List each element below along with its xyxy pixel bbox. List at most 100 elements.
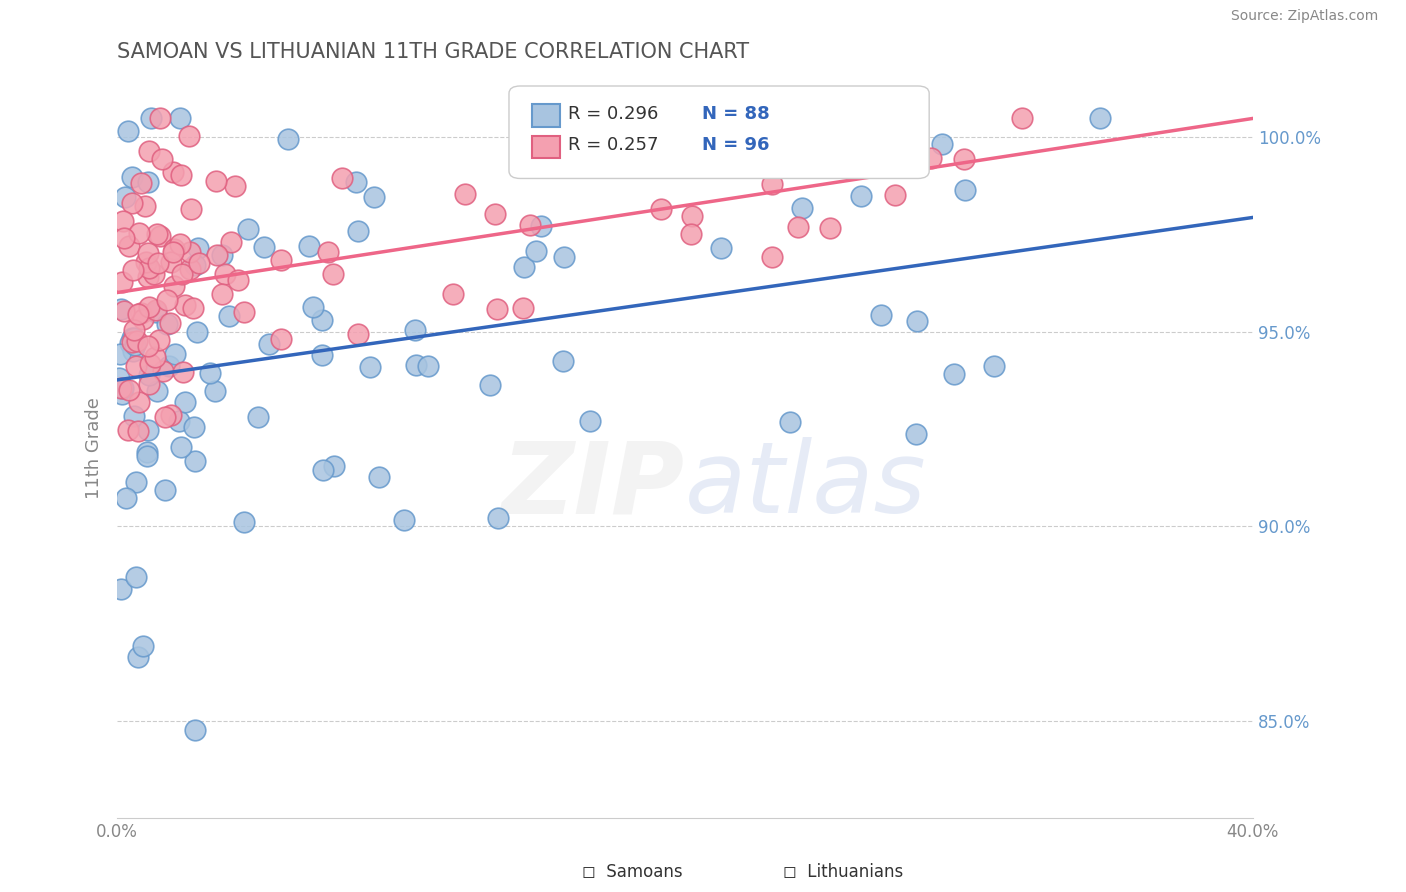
Lithuanians [233, 305, 256, 319]
Samoans [323, 459, 346, 474]
Samoans [167, 414, 190, 428]
Samoans [418, 359, 440, 373]
Samoans [359, 359, 381, 374]
Lithuanians [763, 137, 786, 152]
Lithuanians [145, 227, 167, 242]
Samoans [169, 111, 191, 125]
Samoans [184, 454, 207, 468]
Samoans [953, 184, 976, 198]
Lithuanians [110, 381, 132, 395]
Text: SAMOAN VS LITHUANIAN 11TH GRADE CORRELATION CHART: SAMOAN VS LITHUANIAN 11TH GRADE CORRELAT… [117, 42, 749, 62]
Lithuanians [111, 275, 134, 289]
Lithuanians [128, 226, 150, 240]
FancyBboxPatch shape [531, 104, 560, 127]
Text: ◻  Samoans: ◻ Samoans [582, 863, 683, 881]
Lithuanians [205, 248, 228, 262]
Samoans [368, 470, 391, 484]
Lithuanians [188, 255, 211, 269]
Lithuanians [127, 425, 149, 439]
Lithuanians [163, 278, 186, 293]
Samoans [311, 348, 333, 362]
Lithuanians [155, 410, 177, 425]
Samoans [135, 449, 157, 463]
Samoans [145, 304, 167, 318]
Samoans [302, 300, 325, 314]
Text: N = 96: N = 96 [702, 136, 769, 154]
Lithuanians [318, 244, 340, 259]
Samoans [405, 359, 427, 373]
Text: R = 0.296: R = 0.296 [568, 105, 658, 123]
Lithuanians [149, 111, 172, 125]
Lithuanians [143, 268, 166, 282]
Lithuanians [138, 377, 160, 392]
Samoans [238, 222, 260, 236]
Samoans [792, 201, 814, 215]
Lithuanians [112, 303, 135, 318]
Text: atlas: atlas [685, 437, 927, 534]
Samoans [551, 354, 574, 368]
Lithuanians [179, 128, 201, 143]
Lithuanians [322, 267, 344, 281]
Samoans [187, 241, 209, 255]
Samoans [111, 387, 134, 401]
Lithuanians [707, 156, 730, 170]
Lithuanians [148, 333, 170, 347]
Samoans [311, 463, 333, 477]
Samoans [121, 331, 143, 345]
Samoans [710, 241, 733, 255]
Samoans [117, 123, 139, 137]
Lithuanians [519, 219, 541, 233]
Lithuanians [159, 316, 181, 330]
Text: N = 88: N = 88 [702, 105, 770, 123]
Lithuanians [1011, 111, 1033, 125]
Samoans [169, 440, 191, 454]
Lithuanians [179, 262, 201, 277]
Samoans [183, 419, 205, 434]
Lithuanians [818, 221, 841, 235]
Samoans [135, 445, 157, 459]
Samoans [277, 132, 299, 146]
Samoans [363, 190, 385, 204]
Samoans [114, 190, 136, 204]
Lithuanians [159, 408, 181, 422]
Samoans [259, 337, 281, 351]
Samoans [157, 359, 180, 373]
Lithuanians [441, 287, 464, 301]
Samoans [851, 189, 873, 203]
Samoans [184, 258, 207, 272]
Lithuanians [330, 171, 353, 186]
Samoans [110, 302, 132, 317]
Lithuanians [122, 263, 145, 277]
Lithuanians [127, 308, 149, 322]
Samoans [125, 570, 148, 584]
Lithuanians [128, 395, 150, 409]
Lithuanians [172, 365, 194, 379]
Lithuanians [270, 252, 292, 267]
Lithuanians [884, 187, 907, 202]
Samoans [155, 483, 177, 497]
Lithuanians [226, 273, 249, 287]
Lithuanians [512, 301, 534, 316]
Samoans [344, 175, 367, 189]
Lithuanians [136, 339, 159, 353]
Samoans [118, 335, 141, 350]
Lithuanians [772, 157, 794, 171]
Samoans [186, 326, 208, 340]
Samoans [121, 170, 143, 185]
Lithuanians [787, 220, 810, 235]
Samoans [869, 308, 891, 322]
Lithuanians [122, 323, 145, 337]
Lithuanians [484, 207, 506, 221]
Lithuanians [163, 242, 186, 256]
Samoans [404, 322, 426, 336]
Samoans [115, 491, 138, 505]
Lithuanians [139, 357, 162, 371]
Lithuanians [125, 359, 148, 373]
Samoans [869, 111, 891, 125]
Text: ◻  Lithuanians: ◻ Lithuanians [783, 863, 904, 881]
Samoans [394, 513, 416, 527]
Lithuanians [214, 267, 236, 281]
Samoans [579, 414, 602, 428]
Samoans [983, 359, 1005, 374]
Samoans [553, 250, 575, 264]
